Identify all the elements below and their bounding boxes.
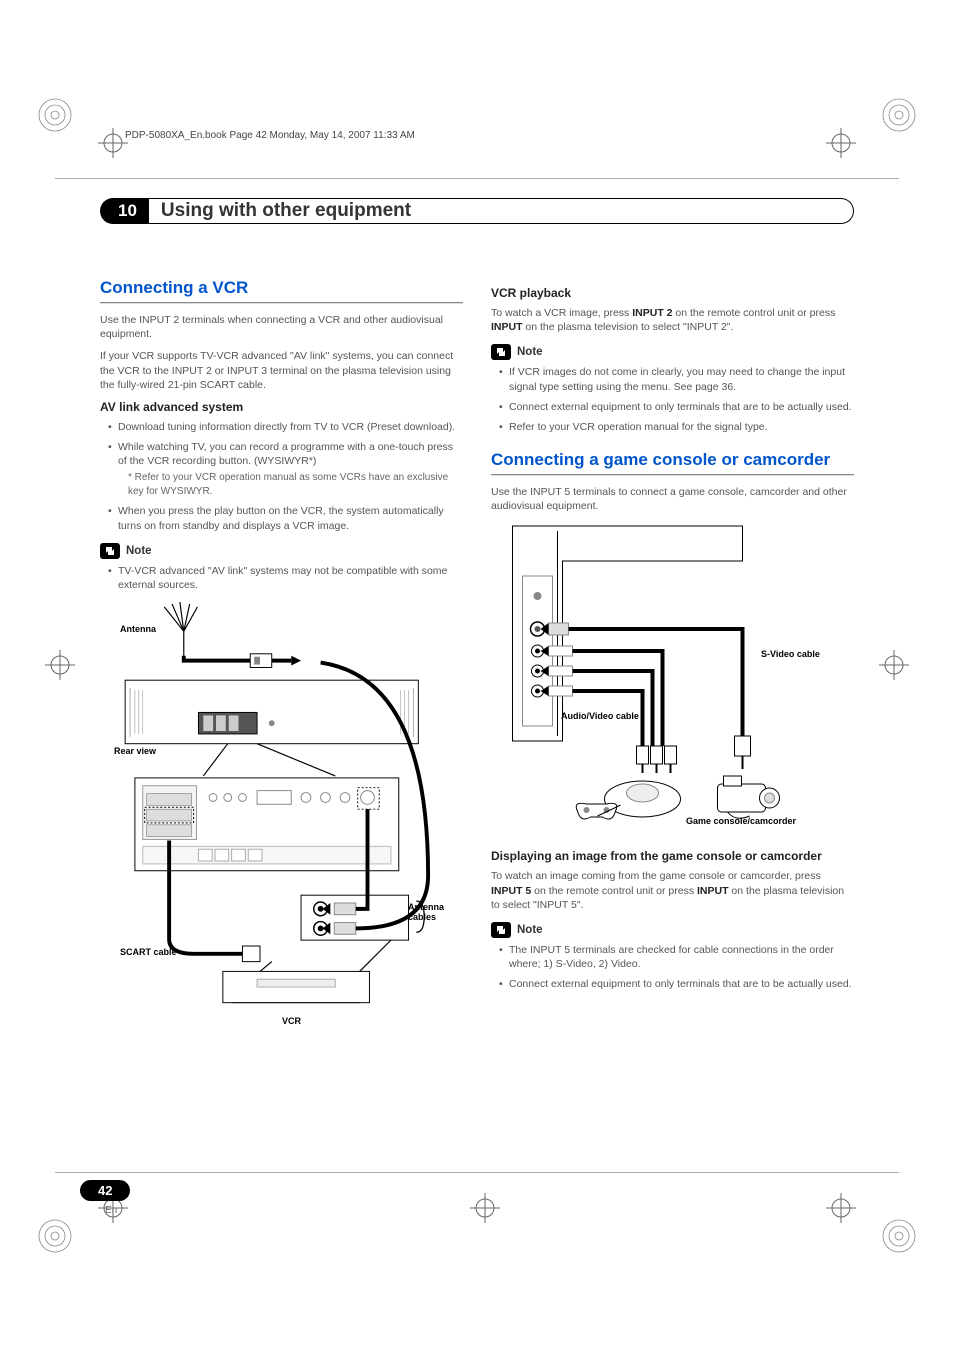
note-label: Note bbox=[126, 545, 152, 557]
crosshair-icon bbox=[98, 128, 128, 158]
diagram-label-avcable: Audio/Video cable bbox=[561, 711, 639, 721]
diagram-label-antenna: Antenna bbox=[120, 624, 156, 634]
list-item: Refer to your VCR operation manual for t… bbox=[499, 420, 854, 434]
list-item: When you press the play button on the VC… bbox=[108, 504, 463, 532]
registration-mark-br bbox=[879, 1216, 919, 1256]
paragraph: Use the INPUT 5 terminals to connect a g… bbox=[491, 485, 854, 513]
note-label: Note bbox=[517, 346, 543, 358]
chapter-number: 10 bbox=[100, 198, 149, 224]
note-list: TV-VCR advanced "AV link" systems may no… bbox=[100, 564, 463, 592]
book-header-line: PDP-5080XA_En.book Page 42 Monday, May 1… bbox=[125, 130, 415, 141]
list-item: Download tuning information directly fro… bbox=[108, 420, 463, 434]
section-heading-game: Connecting a game console or camcorder bbox=[491, 450, 854, 470]
crop-line-bottom bbox=[55, 1172, 899, 1173]
diagram-label-svideo: S-Video cable bbox=[761, 649, 820, 659]
paragraph: To watch a VCR image, press INPUT 2 on t… bbox=[491, 306, 854, 334]
crosshair-icon bbox=[470, 1193, 500, 1223]
page-number: 42 bbox=[80, 1180, 130, 1201]
left-column: Connecting a VCR Use the INPUT 2 termina… bbox=[100, 278, 463, 1032]
diagram-label-antenna-cables: Antenna cables bbox=[408, 902, 458, 922]
paragraph: Use the INPUT 2 terminals when connectin… bbox=[100, 313, 463, 341]
note-label: Note bbox=[517, 924, 543, 936]
note-icon bbox=[100, 543, 120, 559]
subheading-avlink: AV link advanced system bbox=[100, 400, 463, 414]
page-content: 10 Using with other equipment Connecting… bbox=[100, 198, 854, 1161]
list-item: If VCR images do not come in clearly, yo… bbox=[499, 365, 854, 393]
text: on the remote control unit or press bbox=[673, 307, 836, 319]
bold-text: INPUT 5 bbox=[491, 885, 531, 897]
page-language: En bbox=[105, 1205, 117, 1216]
list-item: The INPUT 5 terminals are checked for ca… bbox=[499, 943, 854, 971]
right-column: VCR playback To watch a VCR image, press… bbox=[491, 278, 854, 1032]
note-list: The INPUT 5 terminals are checked for ca… bbox=[491, 943, 854, 992]
note-icon bbox=[491, 922, 511, 938]
text: To watch a VCR image, press bbox=[491, 307, 632, 319]
subheading-vcr-playback: VCR playback bbox=[491, 286, 854, 300]
note-heading: Note bbox=[100, 543, 463, 559]
registration-mark-tl bbox=[35, 95, 75, 135]
note-heading: Note bbox=[491, 344, 854, 360]
text: on the remote control unit or press bbox=[531, 885, 697, 897]
note-heading: Note bbox=[491, 922, 854, 938]
registration-mark-tr bbox=[879, 95, 919, 135]
diagram-label-vcr: VCR bbox=[282, 1016, 301, 1026]
game-console-diagram: S-Video cable Audio/Video cable Game con… bbox=[491, 521, 854, 841]
bold-text: INPUT 2 bbox=[632, 307, 672, 319]
list-item: While watching TV, you can record a prog… bbox=[108, 440, 463, 498]
list-item: Connect external equipment to only termi… bbox=[499, 400, 854, 414]
note-icon bbox=[491, 344, 511, 360]
text: on the plasma television to select "INPU… bbox=[523, 321, 734, 333]
bold-text: INPUT bbox=[491, 321, 523, 333]
paragraph: To watch an image coming from the game c… bbox=[491, 869, 854, 912]
section-rule bbox=[100, 302, 463, 303]
crosshair-icon bbox=[826, 1193, 856, 1223]
bullet-list: Download tuning information directly fro… bbox=[100, 420, 463, 533]
crosshair-icon bbox=[826, 128, 856, 158]
crosshair-icon bbox=[45, 650, 75, 680]
note-list: If VCR images do not come in clearly, yo… bbox=[491, 365, 854, 434]
diagram-label-rearview: Rear view bbox=[114, 746, 156, 756]
chapter-heading: 10 Using with other equipment bbox=[100, 198, 854, 224]
diagram-label-device: Game console/camcorder bbox=[686, 816, 796, 826]
list-item: Connect external equipment to only termi… bbox=[499, 977, 854, 991]
chapter-title: Using with other equipment bbox=[149, 198, 854, 224]
vcr-connection-diagram: Antenna Rear view SCART cable Antenna ca… bbox=[100, 602, 463, 1032]
list-item: TV-VCR advanced "AV link" systems may no… bbox=[108, 564, 463, 592]
diagram-label-scart: SCART cable bbox=[120, 947, 177, 957]
section-rule bbox=[491, 474, 854, 475]
text: To watch an image coming from the game c… bbox=[491, 870, 821, 882]
crosshair-icon bbox=[879, 650, 909, 680]
crop-line-top bbox=[55, 178, 899, 179]
registration-mark-bl bbox=[35, 1216, 75, 1256]
list-item-text: While watching TV, you can record a prog… bbox=[118, 441, 453, 467]
section-heading-vcr: Connecting a VCR bbox=[100, 278, 463, 298]
bold-text: INPUT bbox=[697, 885, 729, 897]
footnote: * Refer to your VCR operation manual as … bbox=[118, 471, 463, 498]
paragraph: If your VCR supports TV-VCR advanced "AV… bbox=[100, 349, 463, 392]
subheading-display-game: Displaying an image from the game consol… bbox=[491, 849, 854, 863]
